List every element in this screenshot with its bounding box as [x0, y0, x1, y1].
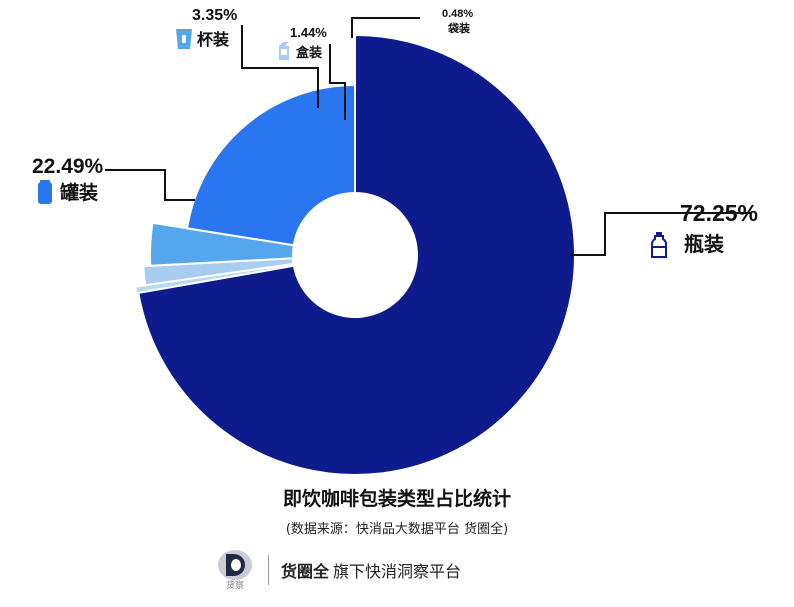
brand-divider: [268, 555, 269, 585]
brand-text: 货圈全 旗下快消洞察平台: [281, 558, 461, 582]
data-label-box-name: 盒装: [296, 45, 322, 61]
data-label-cup-name: 杯装: [197, 30, 229, 49]
leader-line-can: [105, 169, 195, 201]
footer-brand: 货察 货圈全 旗下快消洞察平台: [212, 548, 461, 592]
leader-line-bag: [351, 17, 420, 38]
box-icon: [279, 42, 289, 60]
chart-title: 即饮咖啡包装类型占比统计: [282, 488, 511, 510]
brand-name: 货圈全: [281, 562, 330, 581]
leader-line-box: [329, 44, 346, 120]
bottle-icon: [651, 232, 667, 258]
data-label-bottle-name: 瓶装: [684, 232, 724, 256]
cup-icon: [176, 29, 192, 49]
donut-slices: [134, 33, 576, 476]
data-label-bottle-pct: 72.25%: [680, 200, 758, 226]
data-label-bag-pct: 0.48%: [442, 8, 473, 20]
brand-tagline: 旗下快消洞察平台: [333, 562, 462, 581]
brand-logo-icon: 货察: [212, 548, 258, 592]
leader-line-bottle: [570, 212, 750, 256]
can-icon: [38, 180, 52, 204]
data-label-can-name: 罐装: [59, 181, 98, 204]
data-label-cup-pct: 3.35%: [192, 7, 237, 24]
donut-hole: [293, 193, 417, 317]
data-label-bag-name: 袋装: [447, 21, 470, 35]
brand-logo-text: 货察: [225, 581, 244, 591]
chart-source: (数据来源：快消品大数据平台 货圈全): [285, 522, 509, 537]
data-label-box-pct: 1.44%: [290, 25, 327, 40]
data-label-can-pct: 22.49%: [32, 155, 104, 178]
leader-line-cup: [241, 25, 319, 108]
